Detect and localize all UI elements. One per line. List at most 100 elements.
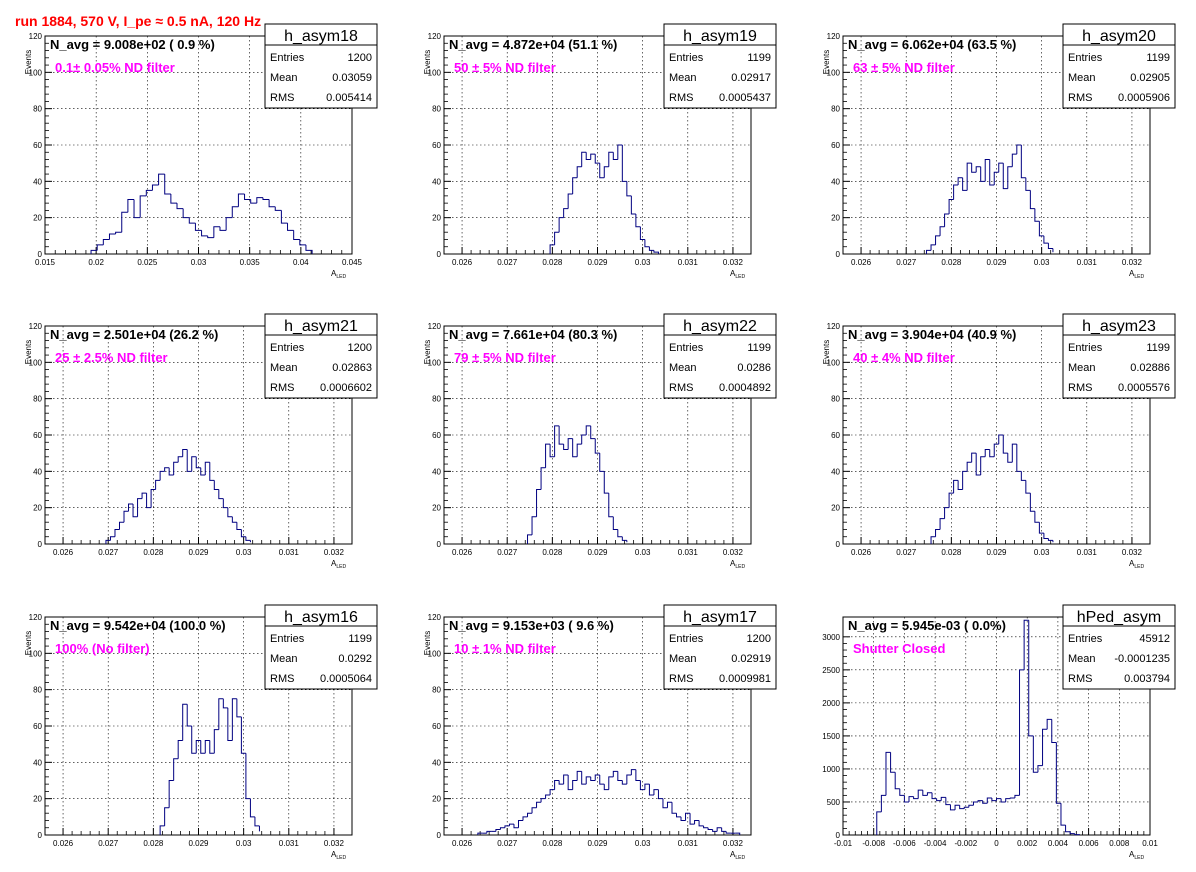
- histogram-panel-h_asym21: 0 20 40 60 80 100 120 0.026 0.027 0.028 0.029 0.03 0…: [24, 313, 378, 570]
- x-tick-label: 0.032: [324, 548, 345, 557]
- histogram-panel-h_asym17: 0 20 40 60 80 100 120 0.026 0.027 0.028 0.029 0.03 0…: [423, 604, 777, 861]
- y-tick-label: 2500: [822, 666, 840, 675]
- histogram-bin: [173, 758, 179, 781]
- histogram-bin: [572, 780, 578, 790]
- histogram-bin: [957, 177, 963, 185]
- histogram-bin: [590, 425, 596, 440]
- histogram-bin: [984, 159, 990, 182]
- stats-entries-label: Entries: [669, 342, 704, 354]
- histogram-bin: [1069, 831, 1075, 835]
- x-tick-label: 0.031: [678, 839, 699, 848]
- x-tick-label: 0.026: [851, 258, 872, 267]
- histogram-bin: [1019, 669, 1025, 796]
- histogram-bin: [477, 832, 483, 835]
- histogram-bin: [671, 802, 677, 814]
- histogram-bin: [989, 159, 995, 186]
- stats-rms-value: 0.0006602: [320, 382, 372, 394]
- stats-entries-value: 1199: [1146, 52, 1170, 64]
- stats-entries-value: 1200: [348, 342, 372, 354]
- x-tick-label: 0.045: [342, 258, 363, 267]
- stats-title: h_asym20: [1082, 28, 1156, 45]
- histogram-bin: [913, 796, 919, 800]
- histogram-bin: [231, 516, 237, 523]
- y-tick-label: 1500: [822, 732, 840, 741]
- y-tick-label: 80: [831, 105, 840, 114]
- stats-entries-label: Entries: [1068, 342, 1103, 354]
- y-tick-label: 120: [29, 32, 43, 41]
- x-tick-label: 0.028: [542, 839, 563, 848]
- stats-mean-value: 0.02905: [1130, 72, 1170, 84]
- histogram-bin: [558, 217, 564, 233]
- y-tick-label: 100: [29, 358, 43, 367]
- histogram-bin: [953, 479, 959, 494]
- histogram-bin: [945, 797, 951, 806]
- histogram-bin: [204, 461, 210, 475]
- histogram-bin: [1011, 443, 1017, 463]
- histogram-bin: [222, 498, 228, 509]
- stats-title: hPed_asym: [1077, 609, 1162, 626]
- y-tick-label: 60: [831, 141, 840, 150]
- histogram-bin: [581, 771, 587, 785]
- histogram-bin: [522, 816, 528, 821]
- histogram-bin: [644, 783, 650, 790]
- x-tick-label: 0: [994, 839, 999, 848]
- histogram-bin: [1043, 235, 1049, 244]
- histogram-bin: [139, 195, 147, 218]
- histogram-bin: [1032, 735, 1038, 773]
- stats-entries-value: 1199: [348, 633, 372, 645]
- histogram-bin: [1005, 798, 1011, 802]
- histogram-bin: [621, 536, 627, 541]
- x-tick-label: 0.032: [1122, 258, 1143, 267]
- y-tick-label: 120: [428, 32, 442, 41]
- histogram-bin: [186, 704, 192, 727]
- histogram-bin: [926, 792, 933, 796]
- stats-box: [663, 23, 777, 109]
- histogram-bin: [1007, 453, 1013, 463]
- histogram-bin: [608, 776, 614, 790]
- histogram-bins: [527, 425, 628, 544]
- y-tick-label: 120: [29, 613, 43, 622]
- histogram-bin: [585, 776, 591, 785]
- histogram-panel-h_asym22: 0 20 40 60 80 100 120 0.026 0.027 0.028 0.029 0.03 0…: [423, 313, 777, 570]
- histogram-bin: [155, 479, 161, 490]
- histogram-bin: [287, 223, 294, 231]
- histogram-bin: [608, 151, 614, 167]
- x-axis-label: ALED: [1129, 269, 1144, 280]
- histogram-bin: [1025, 177, 1031, 191]
- stats-mean-value: 0.02886: [1130, 362, 1170, 374]
- navg-label: N_avg = 3.904e+04 (40.9 %): [848, 327, 1016, 342]
- histogram-bin: [218, 698, 224, 730]
- histogram-bin: [993, 171, 999, 185]
- x-tick-label: -0.01: [834, 839, 853, 848]
- x-tick-label: 0.03: [635, 548, 651, 557]
- x-tick-label: 0.035: [240, 258, 261, 267]
- histogram-bin: [935, 235, 941, 245]
- x-tick-label: 0.029: [986, 258, 1007, 267]
- histogram-bin: [585, 425, 591, 435]
- histogram-bin: [227, 507, 233, 518]
- histogram-bin: [998, 162, 1004, 173]
- histogram-bin: [1016, 144, 1022, 155]
- navg-label: N_avg = 6.062e+04 (63.5 %): [848, 37, 1016, 52]
- stats-box: [264, 604, 378, 690]
- x-tick-label: 0.029: [587, 258, 608, 267]
- y-tick-label: 0: [437, 250, 442, 259]
- x-tick-label: 0.01: [1142, 839, 1158, 848]
- x-tick-label: 0.026: [53, 839, 74, 848]
- histogram-bin: [245, 536, 251, 541]
- stats-mean-label: Mean: [669, 362, 697, 374]
- stats-mean-label: Mean: [270, 72, 298, 84]
- histogram-bin: [549, 789, 555, 796]
- histogram-bin: [576, 443, 582, 457]
- histogram-bin: [876, 811, 882, 835]
- x-tick-label: 0.026: [53, 548, 74, 557]
- stats-entries-label: Entries: [669, 633, 704, 645]
- y-tick-label: 40: [831, 467, 840, 476]
- y-axis-label: Events: [822, 50, 831, 74]
- stats-entries-label: Entries: [270, 342, 305, 354]
- y-tick-label: 100: [428, 358, 442, 367]
- histogram-bin: [1055, 742, 1061, 804]
- y-tick-label: 60: [432, 722, 441, 731]
- histogram-bin: [219, 226, 227, 231]
